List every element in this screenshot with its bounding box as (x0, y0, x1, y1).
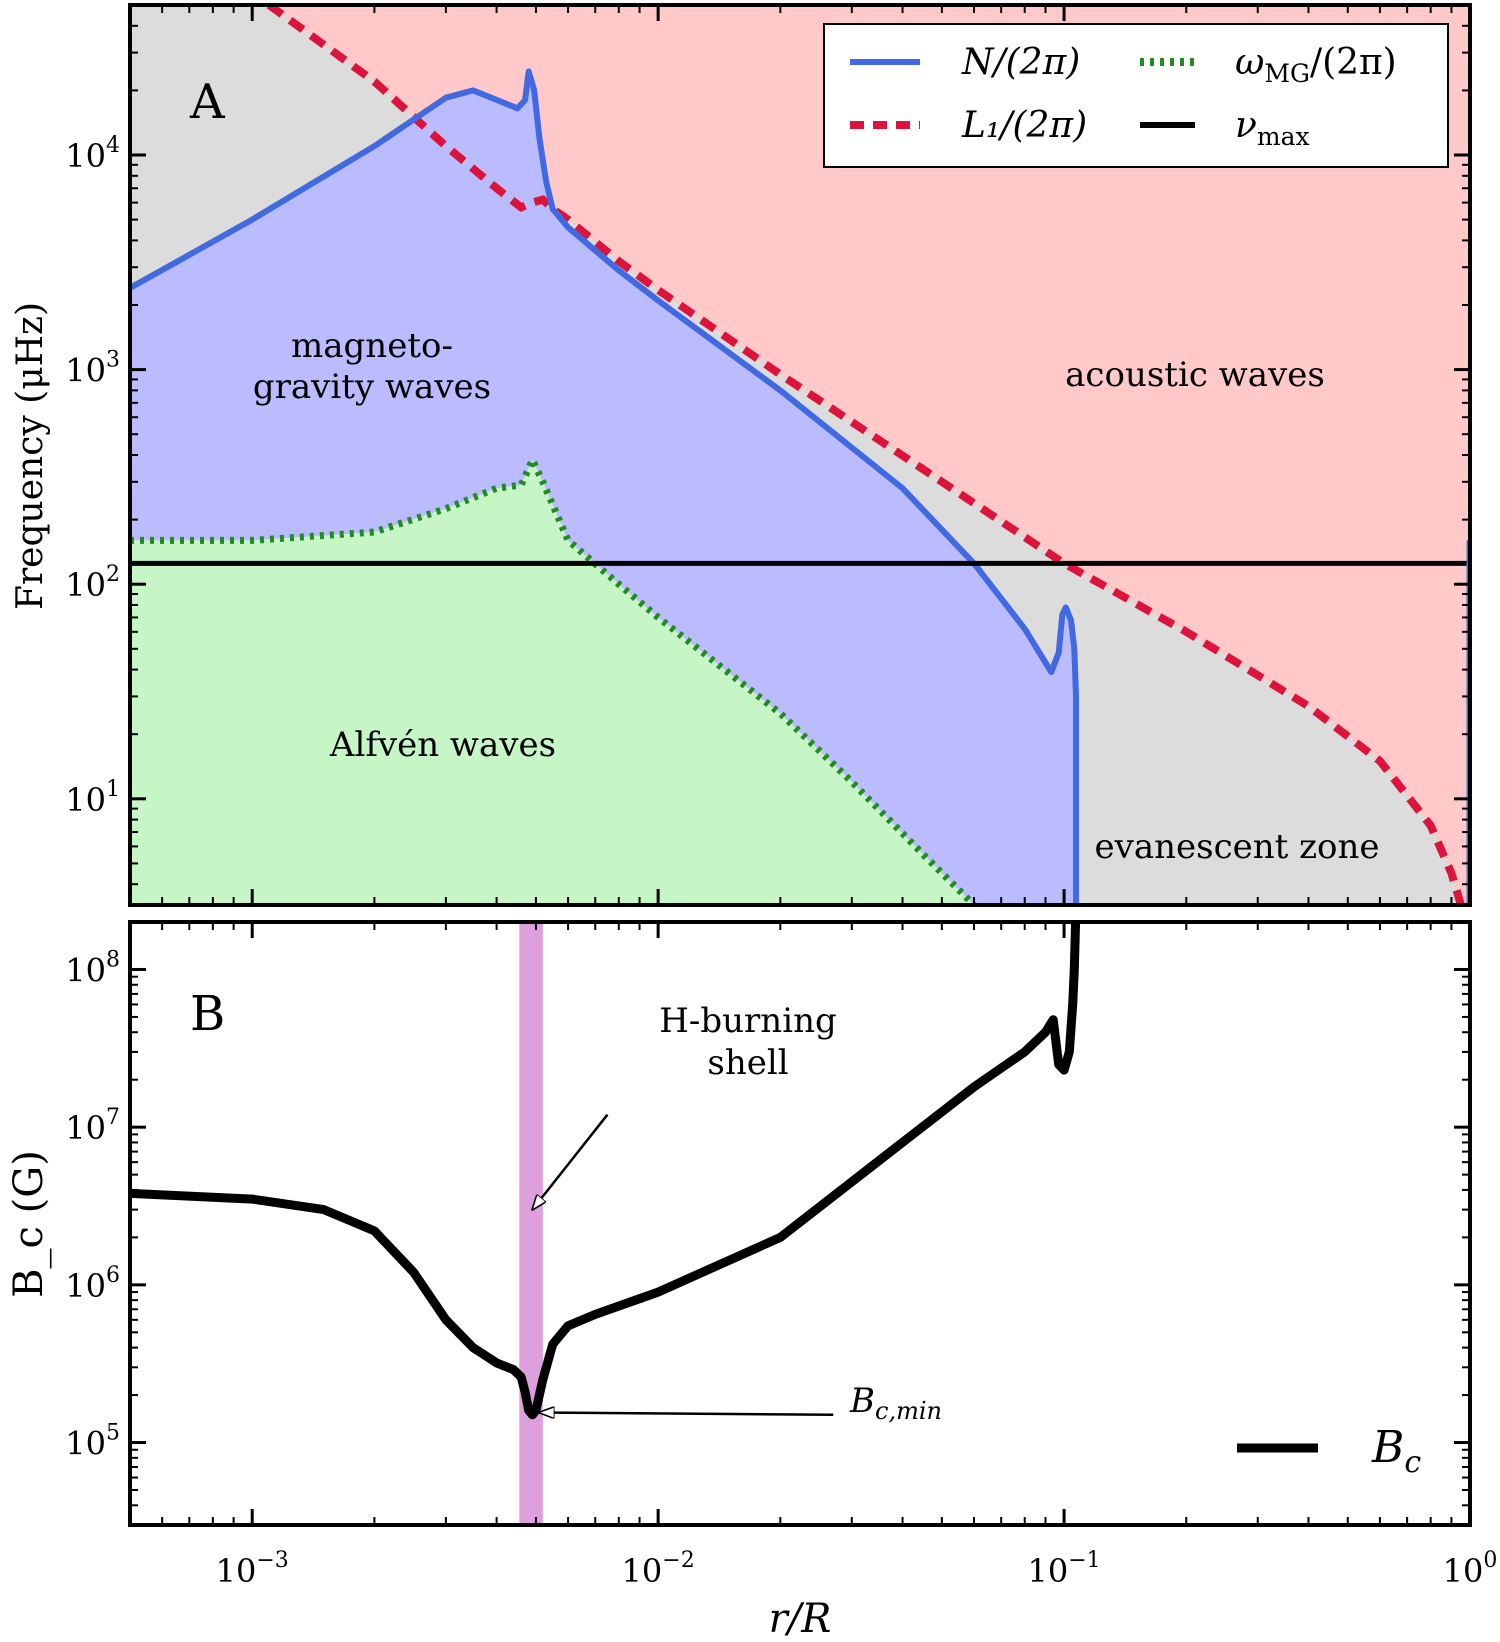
legend-label-omega-mg: ωMG/(2π) (1235, 42, 1397, 88)
legend-b: Bc (1237, 1422, 1421, 1480)
y-b-tick-label: 107 (65, 1105, 120, 1147)
legend-box-a (823, 23, 1449, 168)
h-burning-shell-band (519, 922, 543, 1525)
y-a-tick-label: 101 (65, 777, 120, 819)
annotation-shell: shell (707, 1043, 788, 1083)
region-label-gravity: gravity waves (253, 367, 491, 407)
frame-a (128, 3, 1472, 907)
series-line-n (130, 68, 1079, 905)
y-b-tick-label: 108 (65, 947, 120, 989)
region-label-magneto: magneto- (291, 326, 453, 366)
region-label-evanescent: evanescent zone (1095, 827, 1380, 867)
panel-label-a: A (189, 74, 226, 130)
y-axis-label-b: B_c (G) (6, 1150, 52, 1298)
annotation-arrow-bc-min (539, 1413, 834, 1415)
panel-a: magneto- gravity waves acoustic waves Al… (65, 3, 1472, 907)
panel-label-b: B (190, 986, 225, 1042)
legend-a: N/(2π) ωMG/(2π) L₁/(2π) νmax (823, 23, 1449, 168)
series-line-l1 (266, 5, 1465, 905)
region-alfven (130, 459, 974, 905)
legend-label-numax: νmax (1235, 105, 1310, 151)
y-axis-label-a: Frequency (μHz) (10, 302, 51, 610)
x-axis-label: r/R (769, 1596, 832, 1642)
annotation-bc-min: Bc,min (849, 1381, 942, 1425)
y-a-tick-label: 104 (65, 133, 120, 175)
y-b-tick-label: 106 (65, 1263, 120, 1305)
annotation-h-burning: H-burning (659, 1001, 837, 1041)
y-b-tick-label: 105 (65, 1421, 120, 1463)
series-lines-b (130, 922, 1081, 1420)
legend-label-n: N/(2π) (961, 42, 1080, 83)
series-line-bc (130, 922, 1081, 1420)
x-tick-label: 100 (1443, 1548, 1498, 1590)
series-line-omega-mg (130, 451, 977, 905)
y-a-tick-label: 102 (65, 562, 120, 604)
x-tick-label: 10−1 (1027, 1548, 1100, 1590)
region-label-acoustic: acoustic waves (1065, 355, 1325, 395)
legend-label-bc: Bc (1371, 1422, 1421, 1480)
legend-label-l1: L₁/(2π) (961, 105, 1087, 146)
region-label-alfven: Alfvén waves (329, 725, 556, 765)
region-labels: magneto- gravity waves acoustic waves Al… (253, 326, 1380, 867)
annotation-arrow-h-burning (532, 1113, 609, 1210)
x-tick-label: 10−3 (216, 1548, 289, 1590)
ticks-b: 105 106 107 108 10−3 10−2 10−1 100 (65, 921, 1498, 1590)
frame-b (128, 920, 1472, 1527)
y-a-tick-label: 103 (65, 348, 120, 390)
x-tick-label: 10−2 (622, 1548, 695, 1590)
